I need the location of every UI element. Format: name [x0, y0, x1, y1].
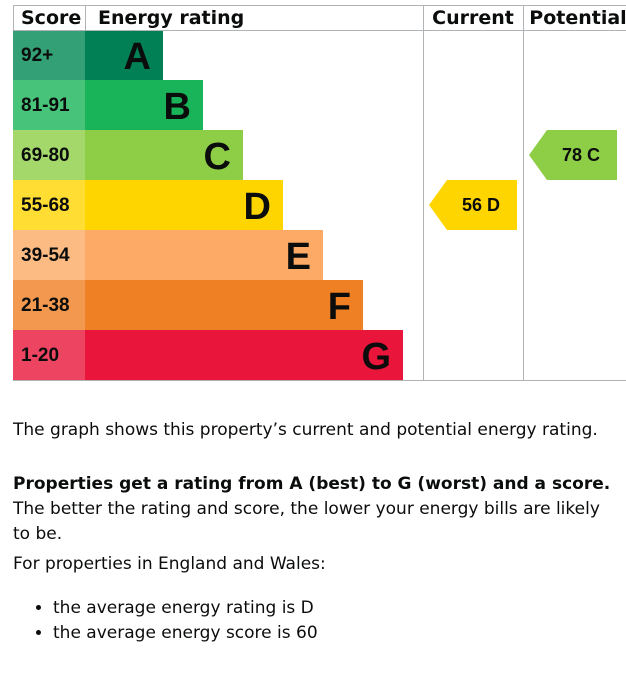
band-letter-f: F [328, 286, 351, 328]
intro-paragraph: The graph shows this property’s current … [13, 418, 621, 443]
band-letter-c: C [204, 136, 231, 178]
score-range-e: 39-54 [21, 245, 70, 266]
intro-text: The graph shows this property’s current … [13, 420, 598, 440]
band-letter-e: E [286, 236, 311, 278]
score-range-f: 21-38 [21, 295, 70, 316]
band-bar-a [85, 30, 163, 80]
score-cell-e [13, 230, 85, 280]
score-range-b: 81-91 [21, 95, 70, 116]
grid-lines [13, 5, 626, 381]
score-range-g: 1-20 [21, 345, 59, 366]
average-score-item: the average energy score is 60 [53, 621, 318, 646]
rating-explanation-rest: The better the rating and score, the low… [13, 499, 600, 544]
score-cell-f [13, 280, 85, 330]
band-bar-b [85, 80, 203, 130]
region-paragraph: For properties in England and Wales: [13, 552, 621, 577]
header-current: Current [432, 7, 514, 29]
band-letter-g: G [361, 336, 391, 378]
rating-bands: 92+ A 81-91 B 69-80 C 55-68 D 39-54 E 21-38 F 1-20 G [13, 30, 403, 380]
epc-rating-chart: Score Energy rating Current Potential 92… [13, 5, 626, 381]
header-score: Score [21, 7, 81, 29]
band-bar-d [85, 180, 283, 230]
score-cell-g [13, 330, 85, 380]
current-rating-label: 56 D [462, 195, 500, 215]
score-cell-b [13, 80, 85, 130]
average-rating-item: the average energy rating is D [53, 596, 318, 621]
header-energy-rating: Energy rating [98, 7, 244, 29]
score-range-a: 92+ [21, 45, 53, 66]
score-range-d: 55-68 [21, 195, 70, 216]
score-cell-a [13, 30, 85, 80]
band-bar-c [85, 130, 243, 180]
band-bar-f [85, 280, 363, 330]
score-cell-c [13, 130, 85, 180]
potential-rating-label: 78 C [562, 145, 600, 165]
region-text: For properties in England and Wales: [13, 554, 326, 574]
rating-explanation-bold: Properties get a rating from A (best) to… [13, 474, 611, 494]
band-letter-a: A [124, 36, 151, 78]
current-pointer [429, 180, 517, 230]
score-cell-d [13, 180, 85, 230]
band-letter-b: B [164, 86, 191, 128]
rating-explanation: Properties get a rating from A (best) to… [13, 472, 621, 547]
score-range-c: 69-80 [21, 145, 70, 166]
header-potential: Potential [529, 7, 626, 29]
band-bar-e [85, 230, 323, 280]
rating-pointers: 56 D 78 C [429, 130, 617, 230]
potential-pointer [529, 130, 617, 180]
average-list: the average energy rating is D the avera… [13, 596, 318, 646]
band-letter-d: D [244, 186, 271, 228]
band-bar-g [85, 330, 403, 380]
